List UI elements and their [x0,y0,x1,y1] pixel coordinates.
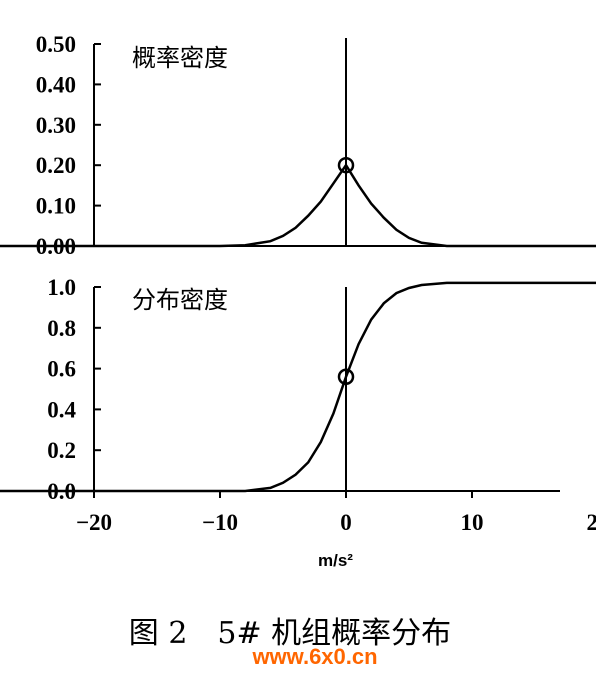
distribution-ytick-label: 1.0 [47,275,76,300]
distribution-ytick-label: 0.4 [47,397,76,422]
distribution-panel-title: 分布密度 [132,286,228,314]
distribution-xtick-label: 10 [461,510,484,535]
watermark: www.6x0.cn [251,644,377,669]
density-panel: 0.000.100.200.300.400.50 概率密度 [0,32,596,259]
distribution-ytick-label: 0.2 [47,438,76,463]
density-mean-marker [337,156,355,174]
distribution-curve [0,281,596,493]
distribution-panel: 0.00.20.40.60.81.0 −30−20−100102030 分布密度 [0,275,596,535]
distribution-median-marker [337,368,355,386]
distribution-xtick-label: −20 [76,510,112,535]
distribution-ytick-label: 0.8 [47,316,76,341]
density-ytick-label: 0.50 [36,32,76,57]
distribution-xtick-label: 20 [587,510,596,535]
density-ytick-label: 0.40 [36,72,76,97]
density-ytick-label: 0.10 [36,194,76,219]
density-ytick-label: 0.30 [36,113,76,138]
x-axis-unit: m/s² [318,551,353,570]
figure-caption: 图 2 5# 机组概率分布 [129,616,451,651]
distribution-ytick-label: 0.6 [47,357,76,382]
density-curve [0,162,596,248]
distribution-xtick-label: 0 [340,510,352,535]
distribution-xtick-label: −10 [202,510,238,535]
density-ytick-label: 0.20 [36,153,76,178]
density-panel-title: 概率密度 [132,44,228,72]
